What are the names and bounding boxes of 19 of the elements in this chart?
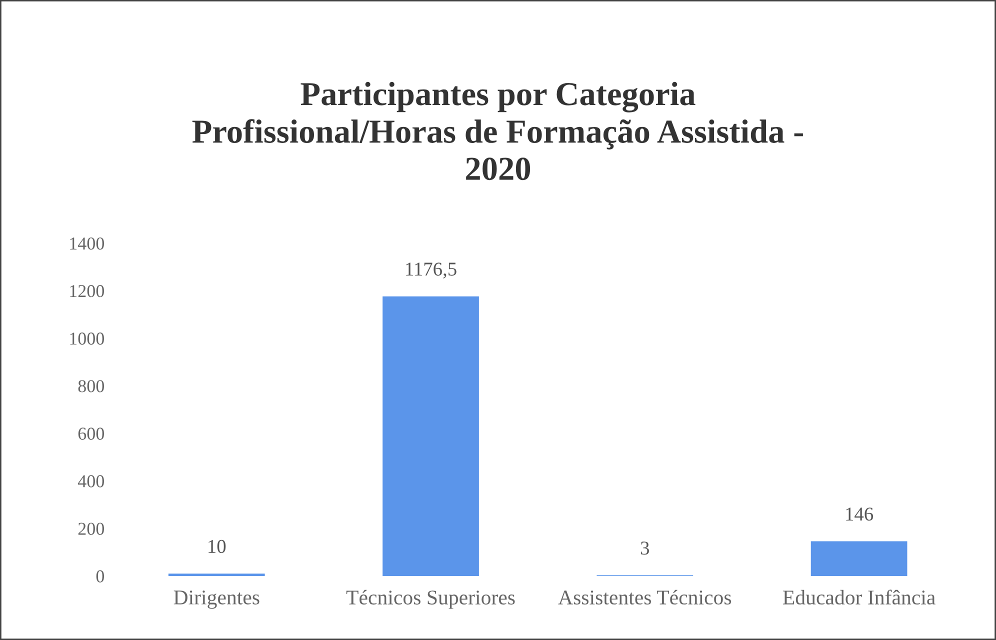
data-label: 1176,5 [406, 262, 456, 279]
data-label: 10 [208, 540, 226, 554]
data-label: 146 [846, 508, 874, 521]
y-tick-label: 1400 [70, 237, 104, 250]
data-label: 3 [640, 542, 650, 555]
y-tick-label: 1000 [70, 332, 104, 345]
chart-title: Participantes por Categoria Profissional/Horas de Formação Assistida - 2020 [192, 82, 803, 180]
bar [382, 296, 479, 576]
x-tick-label: Dirigentes [174, 590, 260, 609]
x-tick-label: Técnicos Superiores [346, 590, 515, 609]
y-tick-label: 200 [78, 522, 104, 535]
x-tick-label: Assistentes Técnicos [558, 590, 732, 605]
y-tick-label: 0 [96, 570, 104, 582]
y-tick-label: 800 [78, 380, 104, 392]
y-tick-label: 400 [78, 475, 104, 488]
x-tick-label: Educador Infância [783, 590, 936, 605]
y-tick-label: 1200 [70, 285, 104, 298]
y-tick-label: 600 [78, 428, 104, 440]
bar [810, 541, 908, 576]
